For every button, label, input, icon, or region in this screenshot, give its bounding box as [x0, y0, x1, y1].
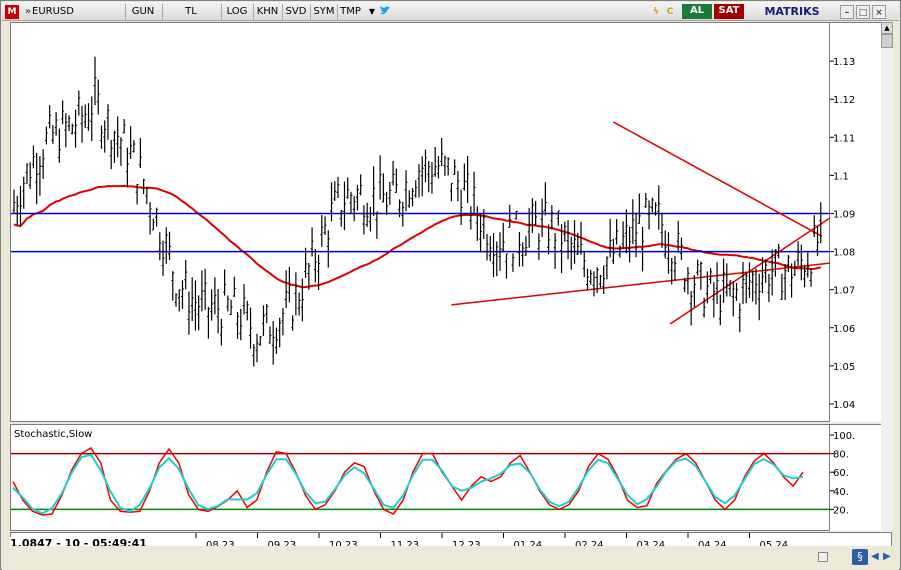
matriks-logo: MATRIKS	[764, 5, 820, 18]
trend-line-2	[669, 216, 832, 325]
price-tick-label: 1.1	[833, 171, 849, 182]
chevrons-icon[interactable]: »	[24, 6, 32, 17]
stochastic-title: Stochastic,Slow	[14, 429, 92, 440]
buy-button[interactable]: AL	[682, 4, 712, 19]
currency-button[interactable]: TL	[185, 6, 197, 17]
stochastic-axis-labels: 100. 80. 60. 40. 20.	[830, 431, 855, 516]
date-tick-label: 12.23	[452, 540, 481, 551]
date-tick-label: 10.23	[329, 540, 358, 551]
scroll-handle[interactable]	[818, 552, 828, 562]
trend-line-1	[451, 262, 832, 306]
date-tick-label: 01.24	[514, 540, 543, 551]
close-icon[interactable]: ×	[872, 5, 886, 19]
minimize-icon[interactable]: –	[840, 5, 854, 19]
trend-line-0	[613, 121, 823, 237]
period-button[interactable]: GUN	[131, 6, 155, 17]
svd-button[interactable]: SVD	[285, 6, 307, 17]
refresh-icon[interactable]: C	[666, 7, 674, 17]
stochastic-chart: Stochastic,Slow	[11, 429, 831, 516]
price-chart	[11, 56, 832, 367]
twitter-bird-icon	[380, 6, 390, 15]
price-tick-label: 1.13	[833, 57, 855, 68]
price-chart-panel[interactable]	[10, 22, 832, 422]
sym-button[interactable]: SYM	[313, 6, 335, 17]
price-tick-label: 1.04	[833, 400, 855, 411]
scroll-left-icon[interactable]: ◀	[871, 551, 879, 562]
price-tick-label: 1.08	[833, 248, 855, 259]
separator	[253, 4, 254, 20]
sync-icon[interactable]: §	[852, 549, 868, 565]
scroll-up-icon[interactable]: ▲	[881, 22, 893, 34]
moving-average-line	[13, 184, 822, 289]
separator	[125, 4, 126, 20]
date-tick-label: 09.23	[268, 540, 297, 551]
price-tick-label: 1.06	[833, 324, 855, 335]
date-tick-label: 03.24	[637, 540, 666, 551]
date-axis-labels: 08.23 09.23 10.23 11.23 12.23 01.24 02.24 03.24…	[195, 533, 789, 551]
separator	[337, 4, 338, 20]
tmp-button[interactable]: TMP	[340, 6, 361, 17]
stochastic-tick-label: 20.	[833, 505, 849, 516]
separator	[310, 4, 311, 20]
date-tick-label: 11.23	[391, 540, 420, 551]
twitter-bird-icon[interactable]	[378, 5, 392, 19]
price-tick-label: 1.05	[833, 362, 855, 373]
separator	[221, 4, 222, 20]
sell-button[interactable]: SAT	[714, 4, 744, 19]
maximize-icon[interactable]: □	[856, 5, 870, 19]
date-tick-label: 04.24	[698, 540, 727, 551]
bottom-bar: § ◀ ▶	[2, 546, 899, 570]
toolbar: M » EURUSD GUN TL LOG KHN SVD SYM TMP ▼ …	[2, 2, 899, 21]
date-tick-label: 02.24	[575, 540, 604, 551]
stochastic-tick-label: 40.	[833, 487, 849, 498]
scrollbar-thumb[interactable]	[881, 34, 893, 48]
separator	[282, 4, 283, 20]
price-tick-label: 1.07	[833, 286, 855, 297]
separator	[162, 4, 163, 20]
date-tick-label: 05.24	[760, 540, 789, 551]
stochastic-d-line	[12, 453, 804, 515]
log-button[interactable]: LOG	[226, 6, 248, 17]
date-tick-label: 08.23	[206, 540, 235, 551]
vertical-scrollbar[interactable]: ▲	[881, 22, 893, 532]
menu-icon[interactable]: M	[5, 5, 19, 19]
scroll-right-icon[interactable]: ▶	[883, 551, 891, 562]
dropdown-arrow-icon[interactable]: ▼	[368, 7, 376, 16]
stochastic-panel[interactable]: Stochastic,Slow	[10, 424, 831, 531]
stochastic-tick-label: 100.	[833, 431, 855, 442]
price-tick-label: 1.11	[833, 133, 855, 144]
khn-button[interactable]: KHN	[256, 6, 279, 17]
symbol-label[interactable]: EURUSD	[32, 6, 74, 17]
stochastic-tick-label: 60.	[833, 468, 849, 479]
price-tick-label: 1.12	[833, 95, 855, 106]
lightning-icon[interactable]: ϟ	[653, 7, 659, 17]
price-axis-labels: 1.13 1.12 1.11 1.1 1.09 1.08 1.07 1.06 1.05 1.04	[830, 57, 855, 411]
stochastic-tick-label: 80.	[833, 450, 849, 461]
price-tick-label: 1.09	[833, 209, 855, 220]
